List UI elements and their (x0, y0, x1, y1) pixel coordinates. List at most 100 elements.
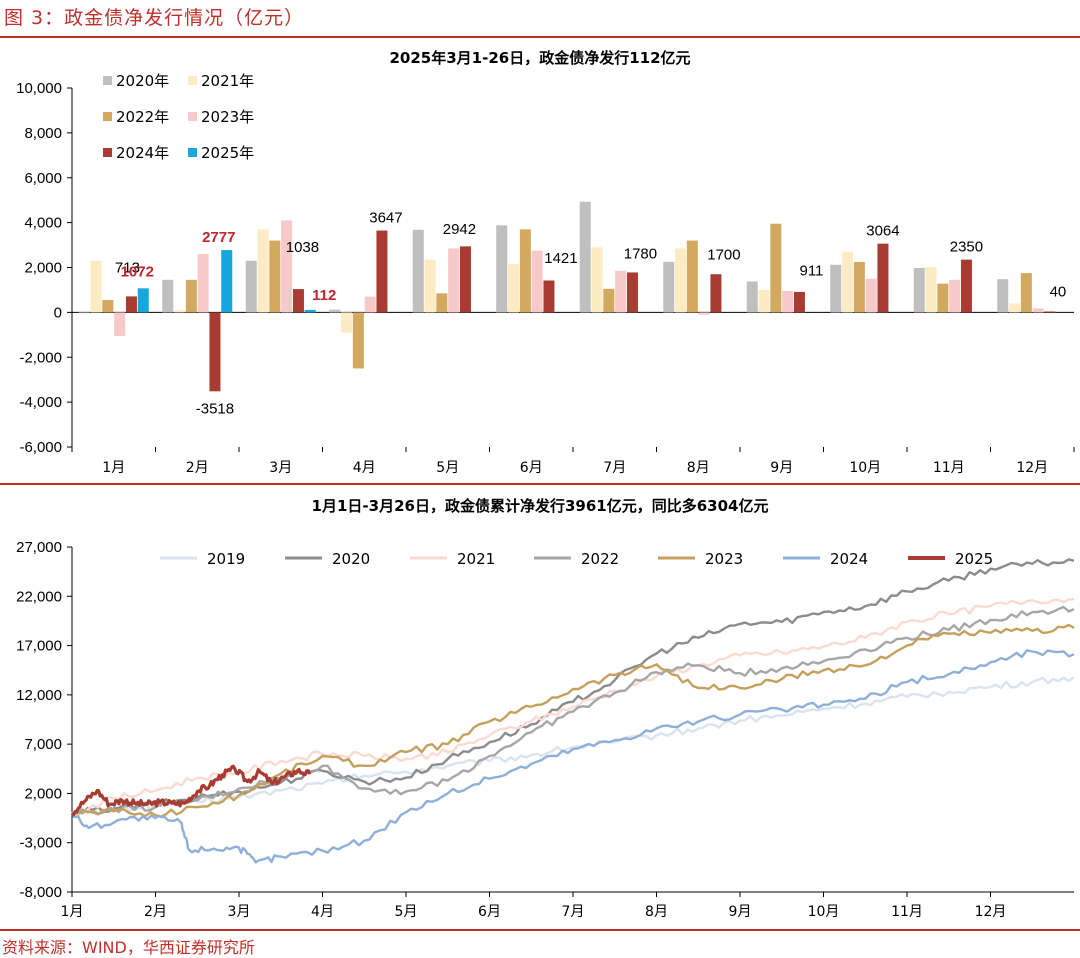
y-tick-label: 22,000 (16, 588, 62, 605)
legend-label: 2020年 (116, 72, 169, 90)
bar (1020, 273, 1032, 313)
legend-swatch (103, 148, 112, 157)
y-tick-label: -4,000 (19, 394, 62, 411)
legend-label: 2022 (581, 550, 619, 568)
bar (412, 229, 424, 313)
x-tick-label: 10月 (808, 904, 840, 920)
bar (853, 261, 865, 313)
data-label: 713 (115, 259, 140, 276)
bottom-rule (0, 929, 1080, 931)
bar (949, 279, 961, 313)
bar (615, 270, 627, 313)
bar (865, 278, 877, 313)
bar (137, 288, 149, 313)
bar (877, 243, 889, 313)
y-tick-label: 0 (54, 304, 62, 321)
data-label: 40 (1050, 284, 1067, 301)
bar (352, 312, 364, 369)
bar (162, 279, 174, 313)
bar (543, 280, 555, 313)
legend-label: 2023 (705, 550, 743, 568)
bar (281, 220, 293, 313)
top-rule (0, 36, 1080, 38)
data-label: 1700 (707, 247, 740, 264)
bar (114, 312, 126, 336)
legend-label: 2020 (332, 550, 370, 568)
legend-label: 2024年 (116, 144, 169, 162)
bar (782, 291, 794, 313)
bar (341, 312, 353, 333)
series-line (70, 764, 312, 817)
y-tick-label: 2,000 (24, 785, 62, 802)
series-line (71, 623, 1075, 818)
bar (913, 267, 925, 313)
y-tick-label: -6,000 (19, 439, 62, 456)
bar (102, 300, 114, 313)
x-tick-label: 7月 (603, 460, 626, 476)
source-note: 资料来源：WIND，华西证券研究所 (2, 938, 255, 957)
data-label: 1421 (544, 250, 577, 267)
bar (269, 240, 281, 313)
data-label: 1038 (286, 239, 319, 256)
bar (698, 312, 710, 315)
data-label: 3064 (866, 223, 899, 240)
bar (245, 260, 257, 313)
bar (508, 264, 520, 313)
y-tick-label: 12,000 (16, 687, 62, 704)
bar (90, 260, 102, 313)
bar (842, 251, 854, 313)
y-tick-label: 17,000 (16, 638, 62, 655)
bar (686, 240, 698, 313)
bar (531, 250, 543, 313)
data-label: 2777 (202, 229, 235, 246)
legend-swatch (188, 112, 197, 121)
bar-chart-title: 2025年3月1-26日，政金债净发行112亿元 (389, 49, 690, 67)
bar (591, 247, 603, 313)
x-tick-label: 1月 (102, 460, 125, 476)
x-tick-label: 7月 (562, 904, 585, 920)
bar (292, 289, 304, 313)
line-chart-title: 1月1日-3月26日，政金债累计净发行3961亿元，同比多6304亿元 (312, 497, 769, 515)
x-tick-label: 8月 (645, 904, 668, 920)
legend-swatch (103, 112, 112, 121)
x-tick-label: 3月 (228, 904, 251, 920)
x-tick-label: 5月 (436, 460, 459, 476)
x-tick-label: 9月 (729, 904, 752, 920)
x-tick-label: 2月 (144, 904, 167, 920)
bar (1009, 303, 1021, 313)
x-tick-label: 4月 (353, 460, 376, 476)
y-tick-label: -2,000 (19, 349, 62, 366)
bar (579, 201, 591, 313)
bar (937, 283, 949, 313)
legend-label: 2019 (207, 550, 245, 568)
series-line (71, 676, 1075, 817)
bar (1032, 308, 1044, 313)
bar (746, 281, 758, 313)
series-line (71, 605, 1075, 815)
x-tick-label: 1月 (61, 904, 84, 920)
line-chart: 1月1日-3月26日，政金债累计净发行3961亿元，同比多6304亿元 -8,0… (16, 497, 1075, 920)
x-tick-label: 10月 (849, 460, 881, 476)
bar (675, 248, 687, 313)
bar (304, 309, 316, 313)
legend-swatch (103, 76, 112, 85)
bar (448, 248, 460, 313)
bar (376, 230, 388, 313)
bar (793, 291, 805, 313)
figure-title: 图 3：政金债净发行情况（亿元） (4, 7, 305, 29)
bar (459, 246, 471, 313)
x-tick-label: 12月 (975, 904, 1007, 920)
legend-label: 2022年 (116, 108, 169, 126)
bar (209, 312, 221, 392)
bar (221, 250, 233, 313)
y-tick-label: -8,000 (19, 884, 62, 901)
bar (710, 274, 722, 313)
legend-label: 2024 (830, 550, 868, 568)
legend-label: 2023年 (201, 108, 254, 126)
y-tick-label: 27,000 (16, 539, 62, 556)
bar (125, 296, 137, 313)
data-label: 1780 (624, 246, 657, 263)
series-line (71, 558, 1075, 815)
bar (436, 293, 448, 313)
x-tick-label: 11月 (891, 904, 923, 920)
